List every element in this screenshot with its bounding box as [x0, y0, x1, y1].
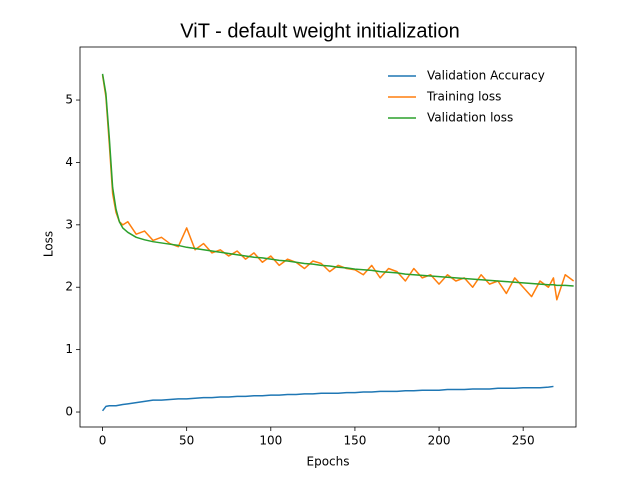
x-axis-label: Epochs [307, 455, 350, 469]
y-tick-label: 3 [65, 217, 73, 231]
x-tick-label: 250 [512, 434, 535, 448]
x-tick-label: 50 [179, 434, 194, 448]
x-tick-label: 200 [428, 434, 451, 448]
series-line [101, 73, 574, 287]
x-tick-label: 100 [259, 434, 282, 448]
x-tick-label: 0 [99, 434, 107, 448]
chart-title: ViT - default weight initialization [180, 20, 459, 42]
legend-label: Training loss [426, 90, 501, 104]
plot-frame [79, 46, 577, 428]
y-tick-label: 1 [65, 342, 73, 356]
y-axis-label: Loss [42, 231, 56, 257]
series-line [101, 385, 554, 412]
legend-label: Validation Accuracy [427, 69, 545, 83]
y-tick-label: 5 [65, 93, 73, 107]
legend-label: Validation loss [427, 111, 513, 125]
x-tick-label: 150 [343, 434, 366, 448]
y-tick-label: 0 [65, 405, 73, 419]
y-tick-label: 4 [65, 155, 73, 169]
y-tick-label: 2 [65, 280, 73, 294]
